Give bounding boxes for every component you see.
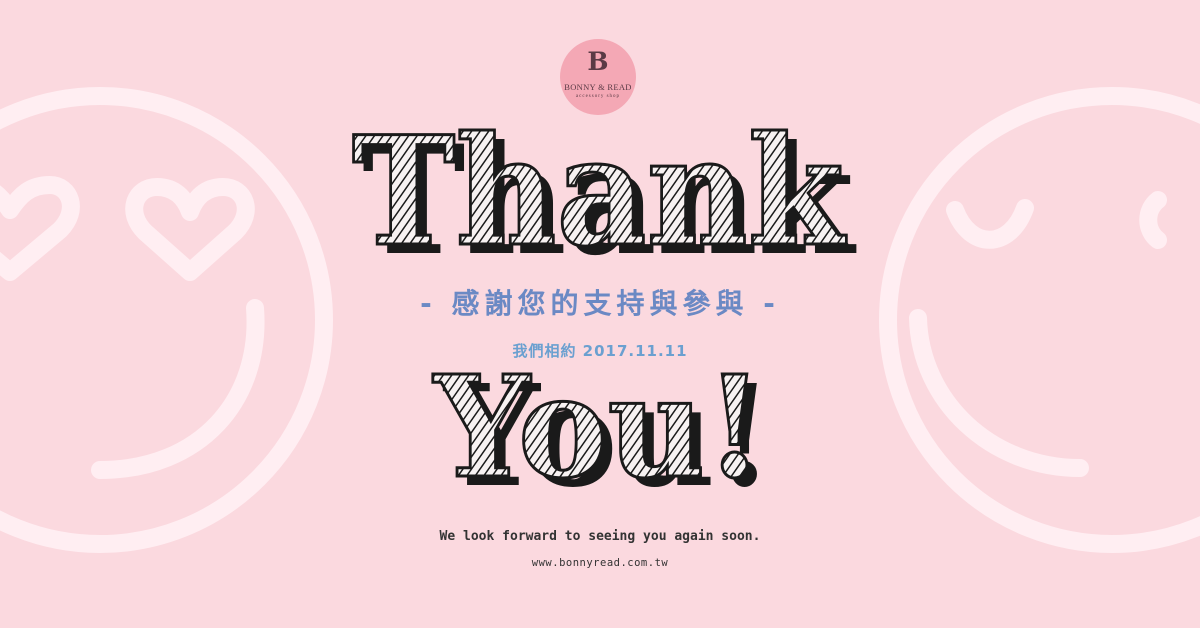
brand-logo: B BONNY & READ accessory shop <box>560 39 636 115</box>
headline-you-shadow: You! <box>442 355 774 519</box>
website-link[interactable]: www.bonnyread.com.tw <box>531 557 669 569</box>
headline-you: You! <box>432 346 764 510</box>
event-date: 我們相約 2017.11.11 <box>512 342 688 360</box>
tagline-chinese: - 感謝您的支持與參與 - <box>420 287 780 320</box>
closing-message: We look forward to seeing you again soon… <box>439 529 761 544</box>
headline-thank-graphic: Thank Thank <box>351 103 857 290</box>
heart-eyes-smiley-icon <box>0 87 333 553</box>
logo-sub: accessory shop <box>575 94 621 99</box>
headline-thank-shadow: Thank <box>362 113 857 289</box>
logo-name: BONNY & READ <box>564 82 632 92</box>
winking-smiley-icon <box>879 87 1200 553</box>
headline-you-graphic: You! You! <box>431 345 774 520</box>
logo-mark: B <box>587 47 609 76</box>
headline-thank: Thank <box>352 104 847 280</box>
